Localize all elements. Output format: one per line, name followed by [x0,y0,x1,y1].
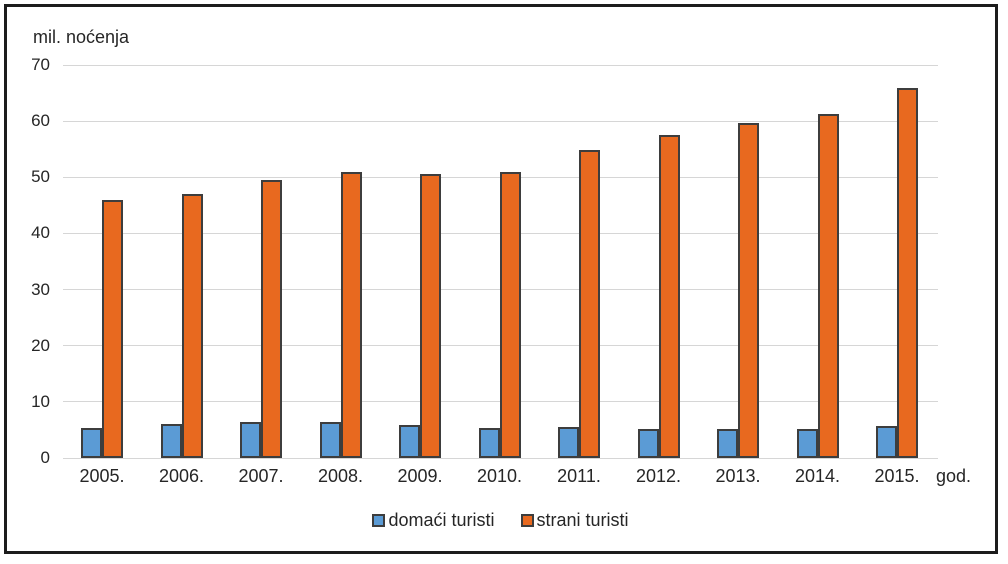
gridline-y-60 [63,120,938,122]
x-tick-label-2009: 2009. [397,466,443,486]
bar-domaći-turisti-2008 [319,422,341,458]
bar-strani-turisti-2015 [897,88,918,458]
legend-label: strani turisti [536,510,629,530]
x-tick-label-2013: 2013. [715,466,761,486]
x-tick-label-2014: 2014. [794,466,841,486]
x-tick-label-2012: 2012. [635,466,682,486]
y-tick-label-20: 20 [31,335,50,355]
bar-domaći-turisti-2006 [160,424,182,458]
bar-domaći-turisti-2009 [399,425,420,458]
bar-domaći-turisti-2011 [558,427,579,458]
bar-domaći-turisti-2014 [796,429,818,458]
x-axis-title: god. [936,466,972,486]
bar-strani-turisti-2012 [658,135,680,458]
y-tick-label-0: 0 [40,448,50,467]
bar-group-2011 [558,150,600,458]
bar-group-2009 [399,174,441,458]
bar-strani-turisti-2005 [102,200,123,458]
bar-group-2014 [796,114,839,458]
x-tick-label-2007: 2007. [238,466,284,486]
legend-item-domaći-turisti: domaći turisti [372,510,495,531]
bar-strani-turisti-2014 [817,114,839,458]
bar-group-2006 [160,194,203,458]
bar-strani-turisti-2009 [420,174,441,458]
bar-group-2013 [717,123,759,458]
bar-group-2008 [319,172,362,458]
bar-strani-turisti-2011 [579,150,600,458]
bar-group-2007 [240,180,282,458]
bar-domaći-turisti-2007 [240,422,261,458]
bar-strani-turisti-2006 [181,194,203,458]
x-tick-label-2015: 2015. [874,466,920,486]
legend-swatch-icon [372,514,386,527]
gridline-y-70 [63,64,938,66]
y-tick-label-50: 50 [31,167,50,187]
legend-item-strani-turisti: strani turisti [520,510,629,531]
bar-group-2015 [876,88,918,458]
bar-strani-turisti-2007 [261,180,282,458]
bar-group-2012 [637,135,680,458]
bar-domaći-turisti-2013 [717,429,738,458]
bar-domaći-turisti-2010 [478,428,500,458]
y-tick-label-10: 10 [31,391,50,411]
bar-group-2010 [478,172,521,458]
legend-swatch-icon [520,514,534,527]
y-tick-label-70: 70 [31,55,50,74]
bar-domaći-turisti-2012 [637,429,659,458]
bar-strani-turisti-2008 [340,172,362,458]
x-tick-label-2006: 2006. [158,466,205,486]
x-tick-label-2008: 2008. [317,466,364,486]
bar-group-2005 [81,200,123,458]
legend-label: domaći turisti [388,510,495,530]
y-axis-title: mil. noćenja [33,27,130,47]
plot-area [63,64,938,459]
legend: domaći turisti strani turisti [63,510,938,531]
bar-strani-turisti-2013 [738,123,759,458]
gridline-y-0 [63,457,938,459]
x-axis-labels: 2005. 2006. 2007. 2008. 2009. 2010. 2011. 2012.… [63,466,938,492]
bar-domaći-turisti-2005 [81,428,102,458]
bar-strani-turisti-2010 [499,172,521,458]
x-tick-label-2011: 2011. [557,466,601,486]
x-tick-label-2010: 2010. [476,466,523,486]
y-tick-label-40: 40 [31,223,50,243]
y-tick-label-60: 60 [31,111,50,131]
y-axis-labels: 0 10 20 30 40 50 60 70 [0,55,50,467]
x-tick-label-2005: 2005. [79,466,125,486]
y-tick-label-30: 30 [31,279,50,299]
bar-domaći-turisti-2015 [876,426,897,458]
